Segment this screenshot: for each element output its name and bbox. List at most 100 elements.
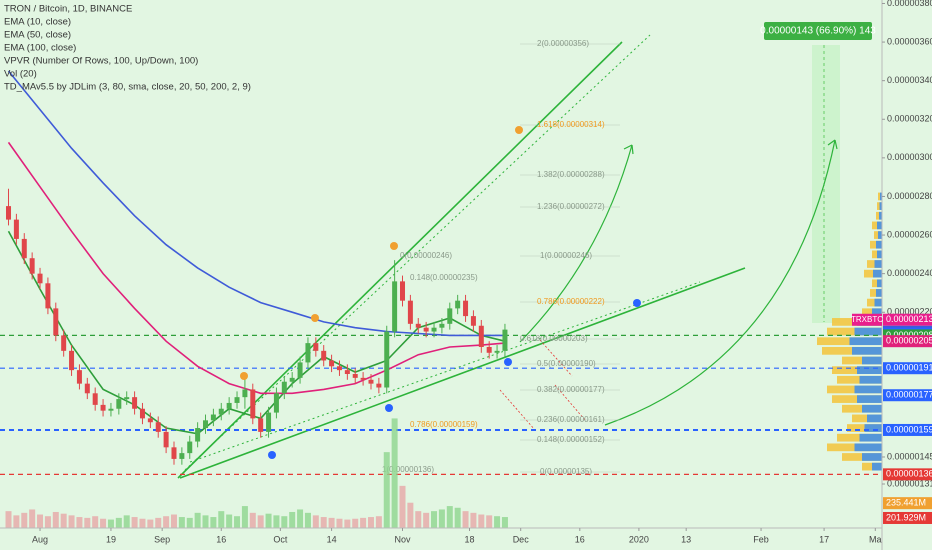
profile-bar-part: [864, 424, 882, 432]
profile-bar-part: [874, 260, 882, 268]
y-tick-label: 0.00000280: [887, 191, 932, 201]
volume-bar: [486, 515, 493, 528]
volume-bar: [501, 517, 508, 528]
volume-bar: [202, 515, 209, 528]
profile-bar-part: [877, 221, 882, 230]
legend: TRON / Bitcoin, 1D, BINANCE EMA (10, clo…: [4, 4, 251, 93]
x-tick-label: 19: [106, 534, 116, 544]
candle-body: [92, 393, 98, 405]
profile-bar-part: [873, 269, 882, 278]
volume-bar: [470, 512, 477, 528]
volume-bar: [281, 516, 288, 528]
volume-bar: [139, 518, 146, 528]
y-tick-label: 0.00000220: [887, 307, 932, 317]
price-label-box: [883, 389, 932, 402]
volume-bar: [297, 509, 304, 528]
ema-line: [7, 70, 505, 337]
candle-body: [392, 281, 398, 332]
volume-bar: [249, 512, 256, 528]
candle-body: [139, 408, 145, 419]
price-label-box: [883, 423, 932, 436]
profile-bar-part: [849, 337, 882, 346]
y-tick-label: 0.00000380: [887, 0, 932, 8]
ema-line: [7, 230, 506, 435]
profile-bar-part: [876, 289, 882, 297]
volume-bar: [399, 485, 406, 528]
volume-bar: [265, 513, 272, 528]
profile-bar-part: [872, 462, 882, 471]
volume-bar: [60, 513, 67, 528]
x-tick-label: Ma: [869, 534, 882, 544]
volume-bar: [100, 518, 107, 528]
volume-bar: [68, 515, 75, 528]
volume-bar: [257, 515, 264, 528]
profile-bar-part: [859, 375, 882, 384]
price-label-box: [883, 313, 932, 326]
profile-bar-part: [862, 453, 882, 461]
legend-item: Vol (20): [4, 69, 37, 80]
candle-body: [352, 374, 358, 378]
candle-body: [132, 397, 138, 409]
candle-body: [281, 381, 287, 394]
volume-bar: [163, 516, 170, 528]
profile-bar-part: [862, 356, 882, 365]
candle-body: [423, 327, 429, 332]
fib-label: 1(0.00000136): [382, 465, 434, 474]
candle-body: [439, 323, 445, 328]
price-label: 0.00000213: [886, 314, 932, 324]
price-label: 0.00000159: [886, 424, 932, 434]
profile-bar-part: [854, 385, 882, 394]
x-tick-label: 2020: [629, 534, 649, 544]
legend-title: TRON / Bitcoin, 1D, BINANCE: [4, 4, 132, 15]
candle-body: [250, 389, 256, 419]
price-label-box: [883, 362, 932, 375]
candle-body: [108, 408, 114, 411]
x-tick-label: Dec: [513, 534, 530, 544]
fib-label: 0.618(0.00000203): [520, 334, 588, 343]
y-tick-label: 0.00000300: [887, 152, 932, 162]
volume-bar: [37, 514, 44, 528]
candle-body: [187, 441, 193, 454]
volume-bar: [170, 514, 177, 528]
candle-body: [179, 453, 185, 459]
profile-bar-part: [854, 327, 882, 336]
volume-bar: [29, 509, 36, 528]
fib-label: 2(0.00000356): [537, 39, 589, 48]
volume-label: 235.441M: [886, 498, 926, 508]
fib-label: 1(0.00000246): [540, 251, 592, 260]
candle-body: [368, 379, 374, 384]
y-tick-label: 0.00000320: [887, 114, 932, 124]
candle-body: [455, 300, 461, 309]
volume-bar: [494, 516, 501, 528]
volume-bar: [21, 512, 28, 528]
fib-label: 0.5(0.00000190): [537, 359, 596, 368]
candle-body: [155, 422, 161, 432]
volume-bar: [5, 511, 12, 528]
y-tick-label: 0.00000240: [887, 268, 932, 278]
profile-bar-part: [857, 366, 882, 374]
x-tick-label: Feb: [753, 534, 769, 544]
measure-area: [812, 45, 840, 323]
candle-body: [195, 428, 201, 442]
volume-bar: [454, 507, 461, 528]
volume-bar: [336, 518, 343, 528]
marks: [0, 70, 882, 528]
candle-body: [384, 331, 390, 388]
fib-label: 0.382(0.00000177): [537, 385, 605, 394]
profile-bar-part: [857, 395, 882, 403]
profile-bar-part: [859, 433, 882, 442]
ema-line: [7, 141, 505, 395]
candle-body: [360, 377, 366, 380]
candle-body: [147, 418, 153, 423]
candle-body: [76, 370, 82, 384]
candle-body: [210, 414, 216, 421]
volume-bar: [478, 514, 485, 528]
candle-body: [478, 325, 484, 347]
volume-bar: [289, 511, 296, 528]
volume-bar: [178, 517, 185, 528]
profile-bar-part: [862, 404, 882, 413]
candle-body: [266, 412, 272, 432]
fib-label: 0.148(0.00000235): [410, 273, 478, 282]
candle-body: [470, 316, 476, 326]
volume-bar: [194, 512, 201, 528]
